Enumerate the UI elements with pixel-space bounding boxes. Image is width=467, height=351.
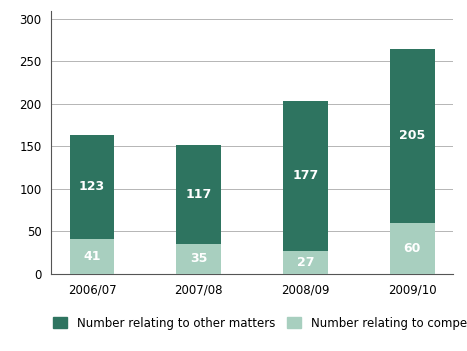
Text: 177: 177 <box>292 169 318 182</box>
Text: 35: 35 <box>190 252 207 265</box>
Bar <box>70 134 114 239</box>
Text: 205: 205 <box>399 129 425 142</box>
Bar <box>283 251 328 274</box>
Text: 123: 123 <box>79 180 105 193</box>
Text: 117: 117 <box>186 188 212 201</box>
Bar <box>283 100 328 251</box>
Bar <box>177 244 221 274</box>
Text: 60: 60 <box>403 242 421 255</box>
Bar <box>390 223 435 274</box>
Legend: Number relating to other matters, Number relating to competency: Number relating to other matters, Number… <box>53 317 467 330</box>
Bar <box>390 49 435 223</box>
Text: 41: 41 <box>83 250 101 263</box>
Bar <box>70 239 114 274</box>
Bar <box>177 145 221 244</box>
Text: 27: 27 <box>297 256 314 269</box>
